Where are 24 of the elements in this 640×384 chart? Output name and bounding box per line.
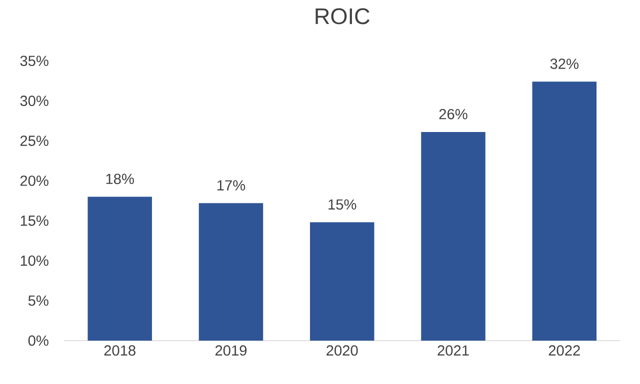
y-tick-label: 10% xyxy=(20,255,48,266)
y-tick-label: 25% xyxy=(20,136,48,146)
bar xyxy=(421,132,486,341)
bar xyxy=(198,203,264,341)
x-tick-label: 2022 xyxy=(548,345,580,356)
data-label: 17% xyxy=(217,180,246,190)
chart-title: ROIC xyxy=(316,8,370,24)
y-tick-label: 0% xyxy=(28,335,48,346)
x-tick-label: 2021 xyxy=(438,345,469,356)
data-label: 15% xyxy=(328,199,356,210)
x-tick-label: 2018 xyxy=(104,345,136,356)
y-tick-label: 5% xyxy=(28,295,48,306)
y-tick-label: 35% xyxy=(20,56,48,66)
data-label: 18% xyxy=(106,174,134,184)
y-tick-label: 20% xyxy=(20,176,48,186)
x-tick-label: 2020 xyxy=(326,345,358,356)
data-label: 32% xyxy=(550,58,578,69)
bar xyxy=(310,222,374,341)
y-tick-label: 15% xyxy=(20,216,48,226)
y-tick-label: 30% xyxy=(20,96,48,106)
bar xyxy=(88,196,152,341)
x-tick-label: 2019 xyxy=(215,345,247,356)
data-label: 26% xyxy=(439,108,468,120)
bar xyxy=(532,82,597,341)
